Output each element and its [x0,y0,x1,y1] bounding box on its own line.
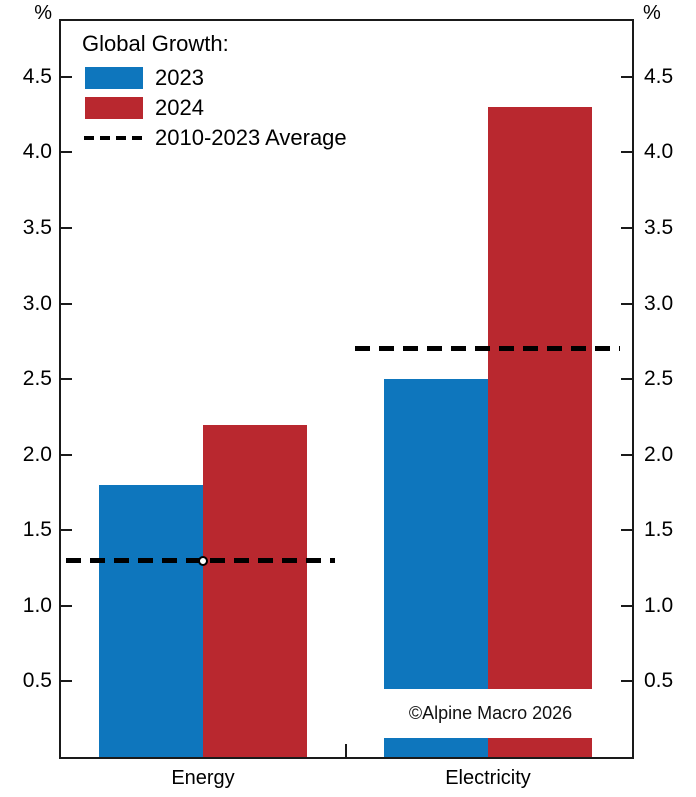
bar-2023-energy [99,484,203,757]
y-tick-label-left: 1.5 [22,518,52,542]
y-tick-label-right: 1.0 [644,593,674,617]
y-tick-label-left: 4.0 [22,140,52,164]
y-tick-label-right: 2.5 [644,367,674,391]
y-tick-left [61,302,72,305]
y-tick-label-left: 0.5 [22,669,52,693]
watermark-text: ©Alpine Macro 2026 [408,703,573,723]
legend-swatch-2024 [85,97,143,119]
y-tick-left [61,378,72,381]
y-tick-left [61,151,72,154]
legend-item-2024: 2024 [82,93,347,123]
y-tick-label-left: 4.5 [22,64,52,88]
y-axis-unit-right: % [643,2,661,24]
y-tick-right [621,151,632,154]
legend-item-average: 2010-2023 Average [82,123,347,153]
y-tick-label-right: 3.0 [644,291,674,315]
y-tick-left [61,75,72,78]
category-label-energy: Energy [171,767,235,789]
y-tick-label-right: 0.5 [644,669,674,693]
y-tick-label-right: 4.5 [644,64,674,88]
y-tick-right [621,378,632,381]
y-tick-right [621,302,632,305]
watermark-band: ©Alpine Macro 2026 [374,689,607,738]
y-tick-label-right: 1.5 [644,518,674,542]
y-tick-label-left: 2.0 [22,442,52,466]
legend-title: Global Growth: [82,31,229,56]
legend-label-2023: 2023 [155,65,204,90]
y-tick-right [621,529,632,532]
y-tick-left [61,529,72,532]
y-tick-left [61,453,72,456]
bar-2024-electricity [488,107,592,757]
plot-area: Global Growth: 2023 2024 2010-2023 Avera… [59,19,634,759]
x-axis-divider-tick [345,744,347,757]
y-axis-unit-left: % [34,2,52,24]
legend: Global Growth: 2023 2024 2010-2023 Avera… [82,30,347,153]
bar-2024-energy [203,424,307,757]
average-line-electricity [355,346,620,352]
y-tick-right [621,227,632,230]
y-tick-right [621,680,632,683]
y-tick-left [61,604,72,607]
y-tick-label-left: 2.5 [22,367,52,391]
y-tick-label-right: 4.0 [644,140,674,164]
category-label-electricity: Electricity [445,767,531,789]
y-tick-left [61,680,72,683]
legend-swatch-2023 [85,67,143,89]
legend-label-average: 2010-2023 Average [155,125,347,150]
legend-item-2023: 2023 [82,63,347,93]
y-tick-right [621,453,632,456]
y-tick-right [621,75,632,78]
y-tick-left [61,227,72,230]
y-tick-label-right: 3.5 [644,216,674,240]
y-tick-label-right: 2.0 [644,442,674,466]
y-tick-label-left: 3.0 [22,291,52,315]
marker-dot [198,555,208,566]
y-tick-right [621,604,632,607]
legend-label-2024: 2024 [155,95,204,120]
y-tick-label-left: 1.0 [22,593,52,617]
y-tick-label-left: 3.5 [22,216,52,240]
legend-dash-line-icon [84,136,144,140]
